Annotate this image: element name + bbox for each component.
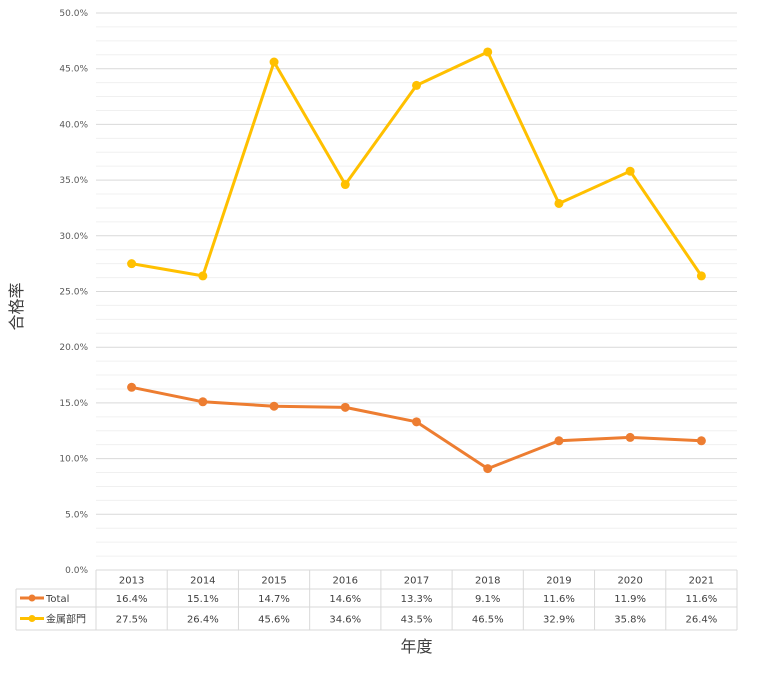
x-category-label: 2019 [546, 576, 571, 587]
data-point [340, 180, 350, 190]
data-point [412, 80, 421, 90]
table-value-cell: 27.5% [116, 615, 148, 626]
table-value-cell: 15.1% [187, 594, 219, 605]
table-value-cell: 32.9% [543, 615, 575, 626]
x-category-label: 2017 [404, 576, 429, 587]
y-tick-label: 50.0% [59, 9, 88, 19]
legend-key-marker [28, 615, 36, 622]
data-point [269, 57, 279, 67]
table-value-cell: 11.6% [543, 594, 575, 605]
legend-series-name: Total [45, 594, 69, 605]
table-value-cell: 11.9% [614, 594, 646, 605]
table-value-cell: 13.3% [401, 594, 433, 605]
legend-series-name: 金属部門 [46, 613, 86, 626]
y-tick-label: 40.0% [59, 120, 88, 130]
legend-key-marker [28, 594, 36, 602]
data-point [198, 271, 208, 281]
x-category-label: 2014 [190, 576, 215, 587]
x-category-label: 2018 [475, 576, 500, 587]
table-value-cell: 11.6% [685, 594, 717, 605]
y-tick-label: 25.0% [59, 288, 88, 298]
y-axis-title: 合格率 [7, 282, 26, 330]
table-value-cell: 34.6% [329, 615, 361, 626]
data-point [554, 198, 564, 208]
data-point [625, 432, 635, 442]
y-tick-label: 35.0% [59, 176, 88, 186]
table-value-cell: 26.4% [187, 615, 219, 626]
table-value-cell: 43.5% [401, 615, 433, 626]
y-tick-label: 20.0% [59, 343, 88, 353]
table-value-cell: 9.1% [475, 594, 500, 605]
series-line [130, 385, 703, 471]
table-value-cell: 26.4% [685, 615, 717, 626]
data-point [625, 166, 635, 176]
y-tick-label: 5.0% [65, 510, 88, 520]
y-tick-label: 45.0% [59, 65, 88, 75]
x-category-label: 2013 [119, 576, 144, 587]
table-value-cell: 14.6% [329, 594, 361, 605]
data-point [554, 436, 564, 446]
x-category-label: 2015 [261, 576, 286, 587]
data-point [483, 464, 493, 474]
y-tick-label: 10.0% [59, 455, 88, 465]
x-category-label: 2016 [333, 576, 358, 587]
y-tick-label: 30.0% [59, 232, 88, 242]
data-point [198, 397, 208, 407]
data-point [127, 259, 137, 269]
data-point [269, 401, 279, 411]
table-value-cell: 45.6% [258, 615, 290, 626]
y-tick-label: 15.0% [59, 399, 88, 409]
data-point [340, 402, 350, 412]
y-tick-label: 0.0% [65, 566, 88, 576]
data-point [696, 436, 706, 446]
table-value-cell: 46.5% [472, 615, 504, 626]
table-value-cell: 14.7% [258, 594, 290, 605]
table-value-cell: 35.8% [614, 615, 646, 626]
data-point [696, 271, 706, 281]
x-axis-title: 年度 [400, 637, 432, 656]
table-value-cell: 16.4% [116, 594, 148, 605]
x-category-label: 2020 [617, 576, 642, 587]
data-point [127, 382, 137, 392]
data-point [483, 47, 493, 57]
data-point [412, 417, 421, 427]
x-category-label: 2021 [689, 576, 714, 587]
